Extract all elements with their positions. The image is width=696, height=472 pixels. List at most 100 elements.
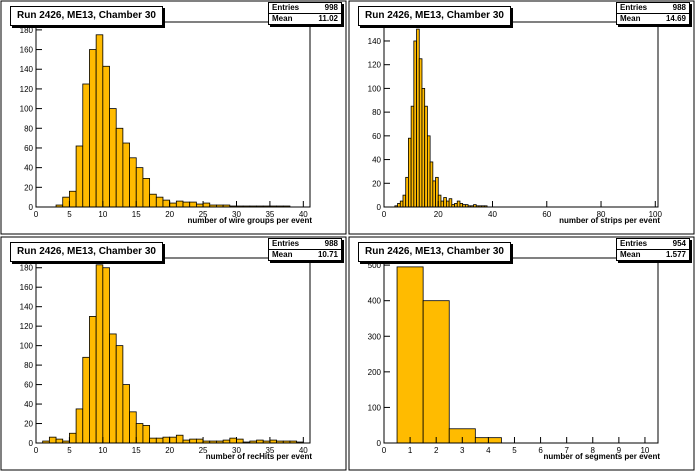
y-tick-label: 180: [20, 264, 34, 273]
y-tick-label: 0: [377, 439, 382, 448]
histogram-bar: [69, 190, 77, 208]
mean-value: 10.71: [317, 250, 338, 259]
histogram-bar: [75, 145, 84, 208]
histogram-bar: [142, 178, 151, 208]
y-tick-label: 160: [20, 46, 34, 55]
histogram-bar: [48, 436, 57, 444]
histogram-bar: [396, 266, 424, 444]
plot-area: 0 20 40 60 80 100 0 20 40 60 80 100 120 140: [348, 0, 695, 235]
y-tick-label: 80: [24, 124, 33, 133]
x-tick-label: 60: [542, 210, 551, 219]
x-axis-label: number of strips per event: [559, 216, 660, 225]
mean-label: Mean: [620, 14, 641, 23]
histogram-bar: [149, 193, 157, 208]
histogram-bar: [421, 88, 426, 208]
histogram-bar: [427, 135, 431, 208]
y-tick-label: 400: [368, 297, 382, 306]
y-tick-label: 20: [24, 420, 33, 429]
y-tick-label: 200: [368, 368, 382, 377]
histogram-bar: [55, 438, 64, 444]
x-tick-label: 35: [265, 210, 274, 219]
x-tick-label: 0: [34, 446, 39, 455]
histogram-bar: [429, 161, 434, 208]
histogram-bar: [454, 203, 458, 208]
y-tick-label: 140: [20, 65, 34, 74]
histogram-bar: [115, 127, 124, 208]
x-tick-label: 7: [564, 446, 569, 455]
histogram-bar: [89, 316, 97, 444]
histogram-bar: [422, 300, 450, 444]
y-tick-label: 120: [20, 85, 34, 94]
x-tick-label: 100: [649, 210, 663, 219]
x-tick-label: 6: [538, 446, 543, 455]
histogram-bar: [182, 201, 191, 208]
plot-area: 0 5 10 15 20 25 30 35 40 0 20 40 60 80 100 120 140 160 180: [0, 236, 347, 471]
y-tick-label: 140: [20, 303, 34, 312]
histogram-bar: [135, 167, 144, 208]
x-tick-label: 20: [165, 446, 174, 455]
x-tick-label: 2: [434, 446, 439, 455]
histogram-bar: [397, 203, 401, 208]
histogram-bar: [448, 198, 453, 208]
histogram-bar: [102, 267, 110, 444]
y-tick-label: 160: [20, 283, 34, 292]
entries-label: Entries: [272, 3, 300, 12]
y-tick-label: 40: [24, 400, 33, 409]
histogram-bar: [405, 176, 409, 208]
y-tick-label: 20: [372, 179, 381, 188]
histogram-bar: [135, 423, 144, 444]
x-tick-label: 10: [640, 446, 649, 455]
y-tick-label: 40: [24, 164, 33, 173]
histogram-bar: [149, 437, 157, 444]
x-tick-label: 8: [591, 446, 596, 455]
x-tick-label: 0: [34, 210, 39, 219]
histogram-bar: [445, 200, 450, 208]
x-tick-label: 25: [199, 446, 208, 455]
histogram-title: Run 2426, ME13, Chamber 30: [358, 242, 511, 262]
y-tick-label: 500: [368, 261, 382, 270]
x-tick-label: 1: [408, 446, 413, 455]
y-tick-label: 100: [368, 84, 382, 93]
histogram-bar: [402, 194, 407, 208]
x-tick-label: 80: [597, 210, 606, 219]
histogram-bar: [129, 157, 137, 208]
plot-area: 0 5 10 15 20 25 30 35 40 0 20 40 60 80 100 120 140 160 180: [0, 0, 347, 235]
entries-label: Entries: [272, 239, 300, 248]
histogram-bar: [162, 436, 171, 444]
histogram-bar: [142, 425, 151, 444]
y-tick-label: 80: [24, 361, 33, 370]
entries-value: 988: [672, 3, 686, 12]
histogram-bar: [416, 28, 420, 208]
plot-frame: [35, 257, 311, 444]
histogram-bar: [456, 200, 461, 208]
stats-box: Entries 988 Mean 14.69: [616, 2, 690, 25]
histogram-bar: [109, 333, 117, 444]
histogram-bar: [175, 200, 184, 208]
histogram-bar: [432, 180, 436, 208]
y-tick-label: 60: [24, 381, 33, 390]
mean-label: Mean: [272, 250, 293, 259]
stats-box: Entries 954 Mean 1.577: [616, 238, 690, 261]
histogram-bar: [410, 105, 415, 208]
histogram-bar: [69, 432, 77, 444]
y-tick-label: 0: [377, 203, 382, 212]
histogram-title: Run 2426, ME13, Chamber 30: [358, 6, 511, 26]
y-tick-label: 20: [24, 183, 33, 192]
x-tick-label: 20: [165, 210, 174, 219]
y-tick-label: 300: [368, 332, 382, 341]
histogram-bar: [62, 196, 70, 208]
histogram-bar: [82, 83, 90, 208]
x-tick-label: 15: [132, 210, 141, 219]
x-tick-label: 40: [488, 210, 497, 219]
histogram-bar: [189, 438, 197, 444]
histogram-bar: [229, 437, 237, 444]
histogram-bar: [82, 356, 90, 444]
y-tick-label: 120: [368, 61, 382, 70]
histogram-strips: 0 20 40 60 80 100 0 20 40 60 80 100 120 140 Run 2426,…: [348, 0, 696, 236]
entries-value: 988: [324, 239, 338, 248]
histogram-bar: [443, 197, 447, 208]
mean-label: Mean: [620, 250, 641, 259]
mean-value: 11.02: [318, 14, 338, 23]
histogram-wire-groups: 0 5 10 15 20 25 30 35 40 0 20 40 60 80 100 120 140 160 180…: [0, 0, 348, 236]
x-tick-label: 40: [299, 210, 308, 219]
